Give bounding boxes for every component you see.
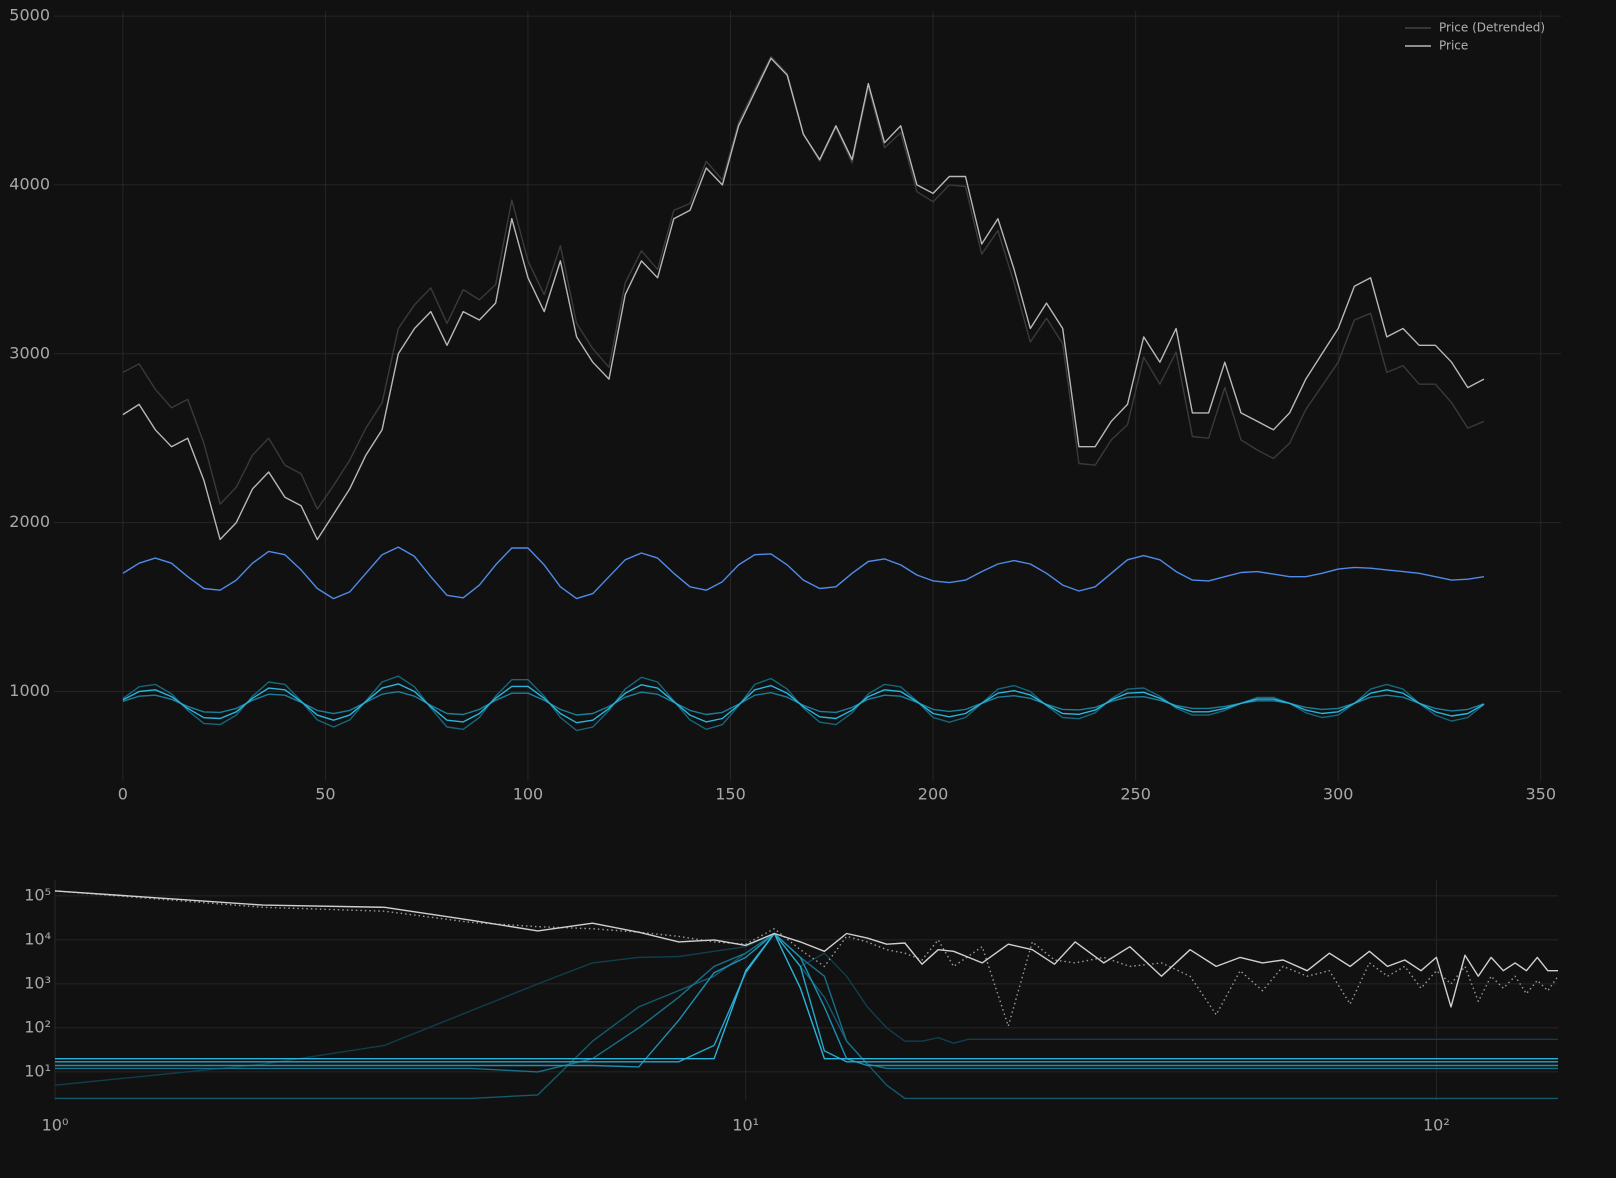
y-tick-label: 4000: [9, 174, 50, 193]
x-tick-label: 150: [715, 785, 746, 804]
y-tick-label: 3000: [9, 343, 50, 362]
x-tick-label: 0: [118, 785, 128, 804]
legend-label: Price (Detrended): [1439, 21, 1545, 35]
series-line: [122, 683, 1485, 724]
legend: Price (Detrended) Price: [1405, 21, 1545, 53]
series-line: [122, 675, 1485, 732]
x-tick-label: 200: [918, 785, 949, 804]
y-tick-label: 10³: [24, 973, 51, 992]
x-tick-label: 250: [1120, 785, 1151, 804]
series-line: [122, 57, 1485, 541]
series-line: [54, 890, 1558, 1008]
x-tick-label: 350: [1525, 785, 1556, 804]
y-tick-label: 1000: [9, 681, 50, 700]
series-line: [122, 546, 1485, 600]
series-line: [55, 932, 1558, 1073]
y-tick-label: 10⁵: [24, 885, 51, 904]
y-tick-label: 10⁴: [24, 929, 51, 948]
x-tick-label: 300: [1323, 785, 1354, 804]
y-tick-label: 10¹: [24, 1061, 51, 1080]
x-tick-label: 10²: [1423, 1116, 1450, 1135]
x-tick-label: 50: [315, 785, 335, 804]
legend-label: Price: [1439, 39, 1468, 53]
x-tick-label: 10¹: [732, 1116, 759, 1135]
x-tick-label: 100: [513, 785, 544, 804]
y-tick-label: 5000: [9, 6, 50, 25]
y-tick-label: 10²: [24, 1017, 51, 1036]
series-line: [122, 691, 1485, 716]
x-tick-label: 10⁰: [42, 1116, 69, 1135]
series-line: [55, 932, 1558, 1068]
y-tick-label: 2000: [9, 512, 50, 531]
